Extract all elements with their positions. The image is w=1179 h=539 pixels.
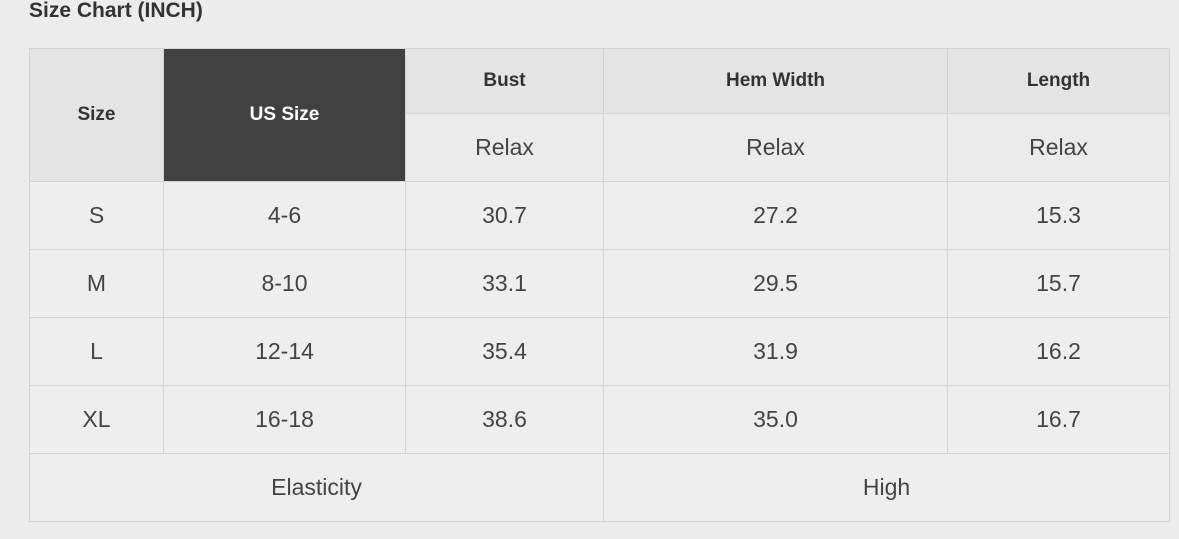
cell-bust: 38.6 bbox=[405, 385, 604, 454]
header-hem-width: Hem Width bbox=[603, 48, 948, 114]
header-us-size: US Size bbox=[163, 48, 406, 182]
cell-length: 15.7 bbox=[947, 249, 1170, 318]
header-row: Size US Size Bust Hem Width Length bbox=[29, 48, 1170, 182]
cell-us-size: 4-6 bbox=[163, 181, 406, 250]
cell-us-size: 8-10 bbox=[163, 249, 406, 318]
cell-bust: 33.1 bbox=[405, 249, 604, 318]
page-title: Size Chart (INCH) bbox=[29, 0, 203, 22]
cell-hem-width: 31.9 bbox=[603, 317, 948, 386]
header-bust: Bust bbox=[405, 48, 604, 114]
cell-bust: 30.7 bbox=[405, 181, 604, 250]
subheader-length: Relax bbox=[947, 113, 1170, 182]
cell-size: L bbox=[29, 317, 164, 386]
table-row: XL 16-18 38.6 35.0 16.7 bbox=[29, 385, 1170, 454]
cell-us-size: 12-14 bbox=[163, 317, 406, 386]
size-chart-table: Size US Size Bust Hem Width Length Relax… bbox=[29, 48, 1170, 522]
subheader-row: Relax Relax Relax bbox=[30, 113, 1170, 182]
cell-size: XL bbox=[29, 385, 164, 454]
table-row: L 12-14 35.4 31.9 16.2 bbox=[29, 317, 1170, 386]
subheader-hem-width: Relax bbox=[603, 113, 948, 182]
cell-hem-width: 29.5 bbox=[603, 249, 948, 318]
cell-size: S bbox=[29, 181, 164, 250]
header-length: Length bbox=[947, 48, 1170, 114]
cell-length: 16.2 bbox=[947, 317, 1170, 386]
elasticity-value: High bbox=[603, 453, 1170, 522]
cell-length: 15.3 bbox=[947, 181, 1170, 250]
cell-us-size: 16-18 bbox=[163, 385, 406, 454]
cell-hem-width: 35.0 bbox=[603, 385, 948, 454]
table-row: S 4-6 30.7 27.2 15.3 bbox=[29, 181, 1170, 250]
header-size: Size bbox=[29, 48, 164, 182]
subheader-bust: Relax bbox=[405, 113, 604, 182]
cell-size: M bbox=[29, 249, 164, 318]
cell-hem-width: 27.2 bbox=[603, 181, 948, 250]
table-row: M 8-10 33.1 29.5 15.7 bbox=[29, 249, 1170, 318]
footer-row: Elasticity High bbox=[29, 453, 1170, 522]
cell-length: 16.7 bbox=[947, 385, 1170, 454]
cell-bust: 35.4 bbox=[405, 317, 604, 386]
elasticity-label: Elasticity bbox=[29, 453, 604, 522]
